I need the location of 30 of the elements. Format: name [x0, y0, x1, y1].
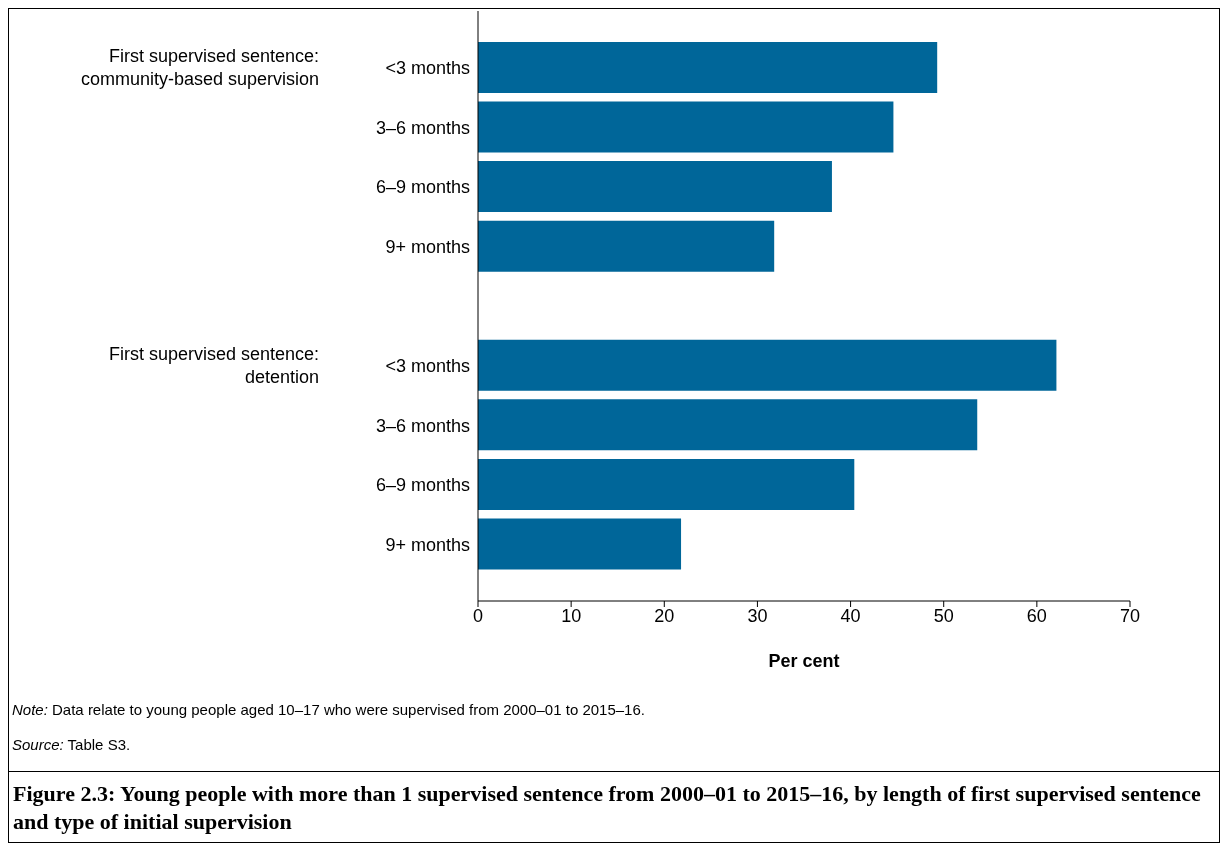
x-axis-title: Per cent: [768, 651, 840, 671]
bar: [478, 220, 775, 272]
bar: [478, 42, 938, 93]
y-tick-label: 9+ months: [385, 236, 470, 257]
bar: [478, 518, 682, 570]
bar: [478, 101, 894, 153]
y-tick-label: 3–6 months: [375, 415, 470, 436]
y-tick-label: 3–6 months: [375, 117, 470, 138]
y-tick-label: <3 months: [385, 58, 470, 79]
text: First supervised sentence: community-based supervision: [80, 44, 319, 91]
x-tick-label: 70: [1119, 605, 1141, 626]
text: First supervised sentence: detention: [108, 342, 319, 389]
bar: [478, 458, 855, 510]
source-note: Source: Table S3.: [12, 736, 131, 753]
x-tick-label: 20: [654, 605, 675, 626]
bar: [478, 161, 832, 213]
x-tick-label: 30: [747, 605, 768, 626]
x-tick-label: 50: [933, 605, 954, 626]
y-tick-label: 6–9 months: [375, 475, 470, 496]
y-tick-label: 6–9 months: [375, 177, 470, 198]
bar: [478, 399, 978, 451]
x-tick-label: 0: [472, 605, 484, 626]
text: Note: Data relate to young people aged 10–17 who were supervised from 2000–01 to 2015–16.: [12, 701, 645, 718]
y-tick-label: 9+ months: [385, 534, 470, 555]
x-tick-label: 60: [1026, 605, 1047, 626]
y-tick-label: <3 months: [385, 355, 470, 376]
text: Figure 2.3: Young people with more than 1 supervised sentence from 2000–01 to 2015–16, by length of first supervised sentence and type of initial supervision: [9, 771, 1219, 842]
bar: [478, 339, 1057, 391]
x-tick-label: 10: [561, 605, 582, 626]
x-tick-label: 40: [840, 605, 861, 626]
